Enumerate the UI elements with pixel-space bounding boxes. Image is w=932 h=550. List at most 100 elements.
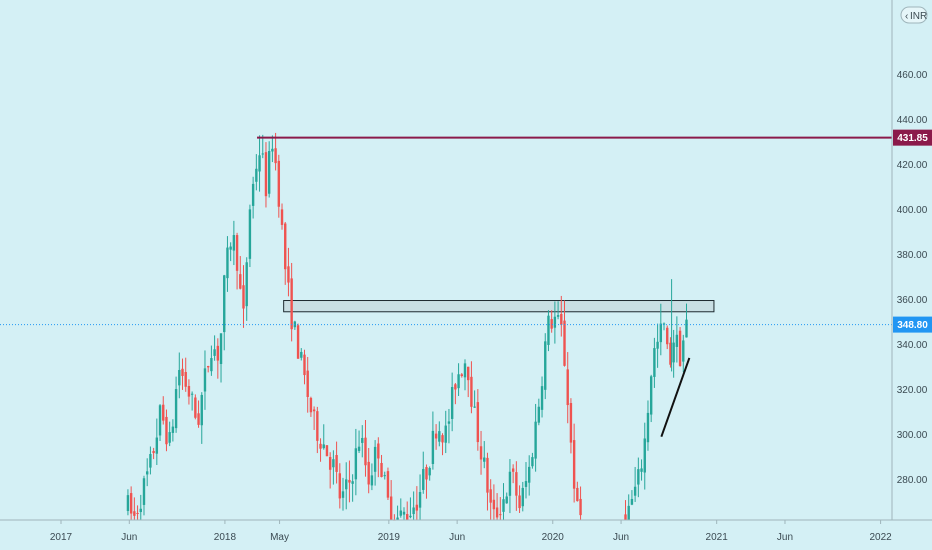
candle-body — [666, 327, 669, 345]
candle-body — [129, 493, 133, 514]
candle-body — [139, 508, 142, 513]
currency-prefix: ‹ — [905, 11, 908, 22]
candle-body — [373, 446, 377, 472]
x-tick-label: 2019 — [378, 532, 401, 543]
candle-body — [287, 266, 290, 283]
resistance-zone-box[interactable] — [283, 300, 715, 313]
candle-body — [682, 340, 685, 362]
candle-body — [425, 467, 428, 480]
candle-body — [219, 333, 223, 365]
candle-body — [669, 342, 672, 365]
candle-body — [296, 325, 300, 359]
candle-body — [216, 345, 220, 361]
y-tick-label: 380.00 — [897, 250, 928, 261]
current-price-badge: 348.80 — [893, 316, 932, 333]
candle-body — [656, 341, 659, 349]
candle-body — [338, 473, 342, 499]
candle-body — [162, 404, 165, 421]
candle-body — [569, 403, 573, 443]
candle-body — [255, 168, 258, 182]
candle-body — [145, 471, 149, 475]
candle-body — [261, 153, 264, 155]
y-tick-label: 420.00 — [897, 160, 928, 171]
candle-body — [438, 431, 441, 442]
candle-body — [168, 432, 171, 443]
candle-body — [489, 489, 492, 503]
candle-body — [328, 456, 332, 470]
candle-body — [267, 151, 271, 194]
candle-body — [450, 387, 454, 419]
candle-body — [348, 479, 351, 483]
candle-body — [364, 437, 367, 466]
trend-line[interactable] — [660, 357, 691, 438]
y-tick-label: 460.00 — [897, 70, 928, 81]
candle-body — [454, 384, 457, 390]
candle-body — [415, 504, 419, 511]
candle-body — [190, 393, 194, 395]
candle-body — [518, 495, 521, 509]
candle-body — [187, 385, 191, 397]
candle-body — [354, 448, 358, 480]
candle-body — [277, 160, 281, 207]
candle-body — [444, 425, 447, 443]
candle-body — [345, 479, 348, 490]
candle-body — [184, 372, 187, 387]
currency-label: INR — [910, 11, 927, 22]
candle-body — [370, 475, 374, 486]
candle-body — [431, 430, 435, 465]
candle-body — [499, 514, 502, 516]
candle-body — [685, 319, 688, 338]
candle-body — [630, 498, 634, 505]
candle-body — [515, 472, 518, 496]
candle-body — [572, 440, 576, 489]
candle-body — [210, 358, 213, 372]
candle-body — [544, 341, 547, 390]
candle-body — [309, 397, 313, 413]
candle-body — [133, 511, 136, 516]
consolidation-zone — [283, 300, 715, 313]
resistance-price-badge: 431.85 — [893, 129, 932, 146]
candle-body — [550, 319, 553, 329]
candle-body — [576, 487, 579, 502]
candle-body — [470, 376, 473, 407]
candle-body — [203, 368, 207, 392]
resistance-price-badge-label: 431.85 — [897, 133, 928, 144]
candle-body — [357, 446, 361, 451]
candle-body — [476, 402, 480, 443]
y-tick-label: 320.00 — [897, 385, 928, 396]
candle-body — [223, 275, 226, 333]
candle-body — [300, 351, 303, 358]
candle-body — [511, 468, 515, 472]
candle-body — [563, 320, 566, 366]
candle-body — [258, 155, 261, 172]
candle-body — [653, 348, 656, 377]
candle-body — [524, 481, 528, 487]
candle-body — [361, 437, 364, 443]
candle-body — [678, 330, 682, 366]
candle-body — [319, 443, 322, 449]
candle-body — [306, 370, 309, 397]
candle-body — [367, 461, 370, 485]
candle-body — [126, 495, 130, 511]
x-tick-label: Jun — [121, 532, 137, 543]
candle-body — [245, 262, 248, 307]
candle-body — [152, 450, 155, 454]
candle-body — [284, 223, 287, 270]
price-axis[interactable] — [892, 0, 932, 550]
candle-body — [213, 349, 216, 356]
candle-body — [239, 274, 242, 289]
candle-body — [178, 369, 181, 386]
candle-body — [171, 426, 175, 433]
time-axis[interactable] — [0, 521, 892, 550]
candle-body — [383, 475, 386, 477]
candle-body — [483, 457, 486, 462]
candle-body — [386, 471, 390, 498]
candle-body — [149, 454, 152, 468]
price-badges: 431.85 348.80 — [893, 129, 932, 333]
candle-body — [251, 183, 255, 206]
candle-body — [473, 406, 476, 408]
currency-badge[interactable]: ‹ INR — [900, 6, 928, 24]
candle-body — [672, 342, 675, 363]
